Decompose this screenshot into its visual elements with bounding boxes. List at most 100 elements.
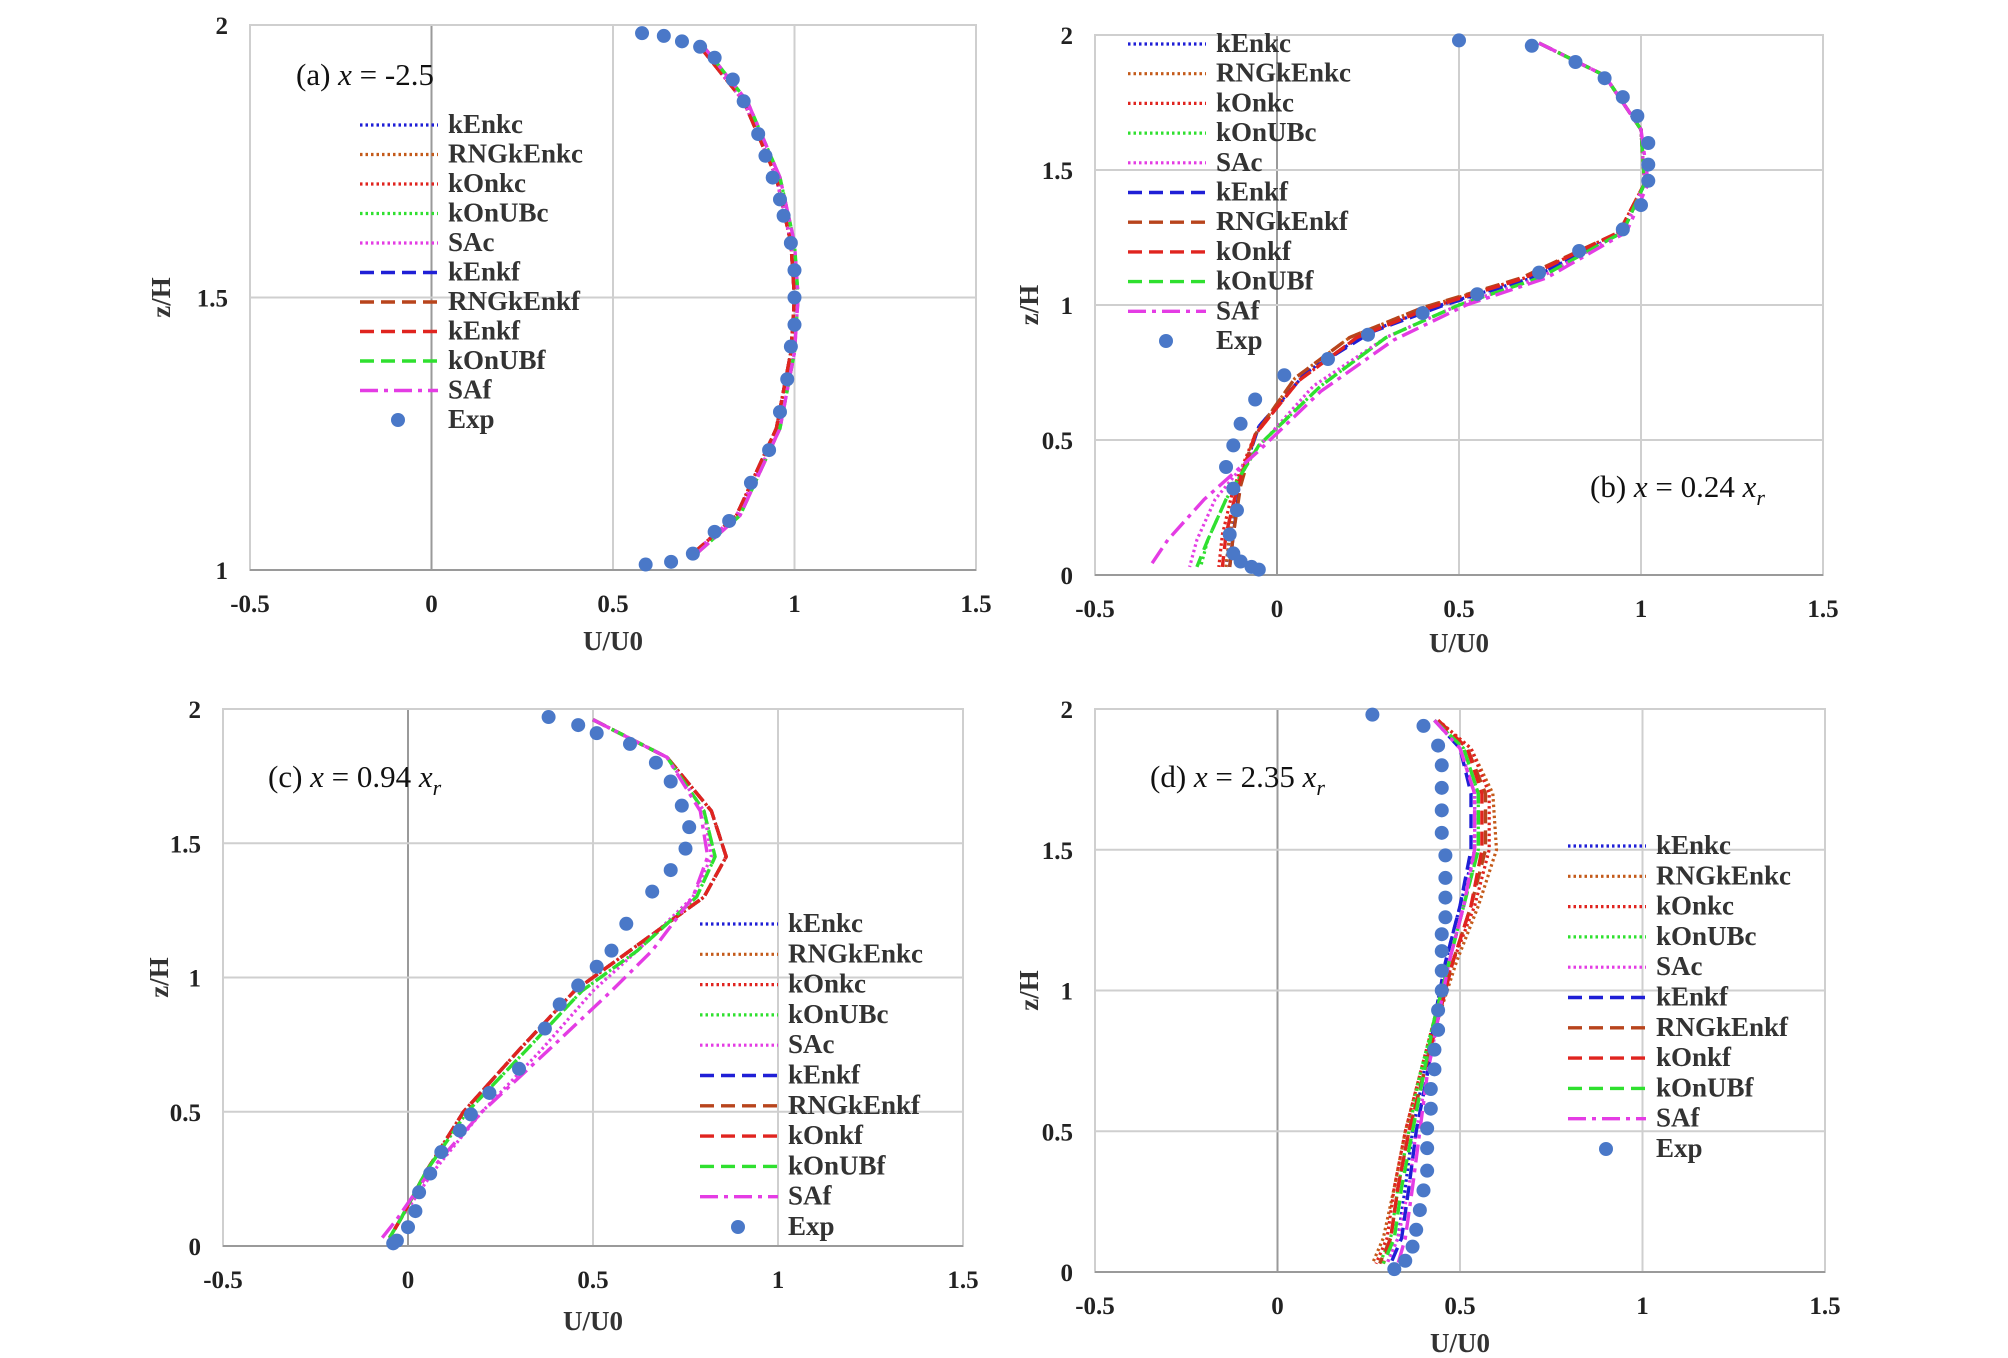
annotation-x-variable: x: [1742, 469, 1757, 504]
exp-point: [571, 978, 586, 993]
x-tick-label: 1.5: [1807, 596, 1838, 623]
legend-label: kOnkc: [448, 168, 526, 198]
legend: kEnkcRNGkEnkckOnkckOnUBcSAckEnkfRNGkEnkf…: [360, 109, 583, 434]
x-tick-label: 1.5: [960, 591, 991, 618]
annotation-subscript: r: [433, 775, 442, 800]
exp-point: [1416, 718, 1431, 733]
legend-label: RNGkEnkf: [788, 1090, 921, 1120]
exp-point: [537, 1021, 552, 1036]
legend-label: kOnkf: [788, 1120, 864, 1150]
exp-point: [707, 50, 722, 65]
exp-point: [1431, 1003, 1446, 1018]
legend-marker-Exp: [731, 1220, 745, 1234]
exp-point: [1434, 780, 1449, 795]
exp-point: [783, 236, 798, 250]
panel-annotation: (b) x = 0.24 xr: [1590, 469, 1765, 510]
exp-point: [663, 863, 678, 878]
series-line-kOnkf: [691, 45, 797, 555]
legend-label: RNGkEnkc: [788, 938, 923, 968]
y-axis-label: z/H: [146, 277, 176, 318]
exp-point: [1229, 503, 1244, 518]
exp-point: [783, 339, 798, 354]
exp-point: [1423, 1101, 1438, 1116]
legend-label: kOnUBf: [1656, 1072, 1755, 1102]
exp-point: [1630, 109, 1645, 123]
annotation-variable: x: [1633, 469, 1648, 504]
legend-label: kOnkc: [788, 969, 866, 999]
exp-point: [1434, 825, 1449, 840]
exp-point: [722, 513, 737, 528]
legend-label: kOnUBc: [1216, 117, 1317, 147]
legend-label: RNGkEnkc: [448, 139, 583, 169]
exp-point: [656, 28, 671, 43]
y-tick-label: 1: [189, 966, 202, 993]
legend-label: RNGkEnkf: [448, 286, 581, 316]
x-tick-label: 1: [1636, 1293, 1649, 1320]
y-axis-label: z/H: [1014, 970, 1044, 1011]
x-tick-label: 1.5: [947, 1267, 978, 1294]
y-tick-label: 1: [216, 558, 229, 585]
y-tick-label: 1: [1061, 979, 1074, 1006]
legend-label: kOnUBc: [448, 198, 549, 228]
y-tick-label: 1.5: [1042, 838, 1073, 865]
exp-point: [772, 404, 787, 419]
exp-point: [1416, 1183, 1431, 1198]
annotation-prefix: (a): [296, 57, 338, 92]
x-axis-label: U/U0: [583, 626, 643, 656]
annotation-variable: x: [1193, 759, 1208, 794]
legend-label: RNGkEnkf: [1656, 1012, 1789, 1042]
exp-point: [1412, 1203, 1427, 1218]
exp-point: [1434, 963, 1449, 978]
x-tick-label: 0.5: [1444, 1293, 1475, 1320]
series-line-kOnUBc: [388, 718, 717, 1239]
x-tick-label: 0: [402, 1267, 415, 1294]
legend-label: Exp: [1216, 325, 1263, 355]
exp-point: [1434, 927, 1449, 942]
exp-point: [1470, 287, 1485, 302]
exp-point: [623, 736, 637, 751]
exp-point: [423, 1166, 438, 1181]
y-tick-label: 1.5: [170, 831, 201, 858]
exp-point: [1233, 416, 1248, 431]
x-tick-label: 1: [1635, 596, 1648, 623]
legend-label: kEnkc: [448, 109, 523, 139]
y-tick-label: 2: [189, 697, 202, 724]
exp-point: [787, 290, 802, 305]
x-tick-label: -0.5: [203, 1267, 243, 1294]
legend-marker-Exp: [1159, 334, 1173, 348]
x-tick-label: 1: [772, 1267, 785, 1294]
series-line-kOnkc: [1374, 719, 1491, 1265]
x-axis-label: U/U0: [1429, 628, 1489, 658]
annotation-x-variable: x: [1302, 759, 1317, 794]
legend-label: kOnkf: [1656, 1042, 1732, 1072]
series-line-kOnkc: [691, 45, 797, 555]
y-tick-label: 0: [189, 1234, 202, 1261]
exp-point: [412, 1185, 427, 1200]
exp-point: [678, 841, 693, 856]
legend-label: RNGkEnkc: [1656, 860, 1791, 890]
y-tick-label: 1.5: [197, 286, 228, 313]
annotation-variable: x: [337, 57, 352, 92]
legend-label: Exp: [788, 1211, 835, 1241]
series-line-kOnUBf: [388, 718, 717, 1239]
exp-point: [452, 1123, 467, 1138]
exp-point: [1387, 1262, 1402, 1277]
series-line-RNGkEnkf: [691, 45, 797, 555]
exp-point: [1423, 1082, 1438, 1097]
legend-label: SAc: [1216, 147, 1263, 177]
exp-point: [1438, 870, 1453, 885]
series-line-SAc: [691, 45, 800, 555]
annotation-prefix: (c): [268, 759, 310, 794]
y-axis-label: z/H: [144, 957, 174, 998]
legend-label: kOnUBc: [788, 999, 889, 1029]
exp-point: [664, 554, 679, 569]
annotation-prefix: (d): [1150, 759, 1194, 794]
annotation-value: = 0.24: [1648, 469, 1743, 504]
annotation-value: = 0.94: [324, 759, 419, 794]
y-tick-label: 2: [1061, 697, 1074, 724]
exp-point: [1438, 890, 1453, 905]
legend-label: kOnkf: [1216, 236, 1292, 266]
x-tick-label: 0.5: [577, 1267, 608, 1294]
y-tick-label: 0: [1061, 563, 1074, 590]
